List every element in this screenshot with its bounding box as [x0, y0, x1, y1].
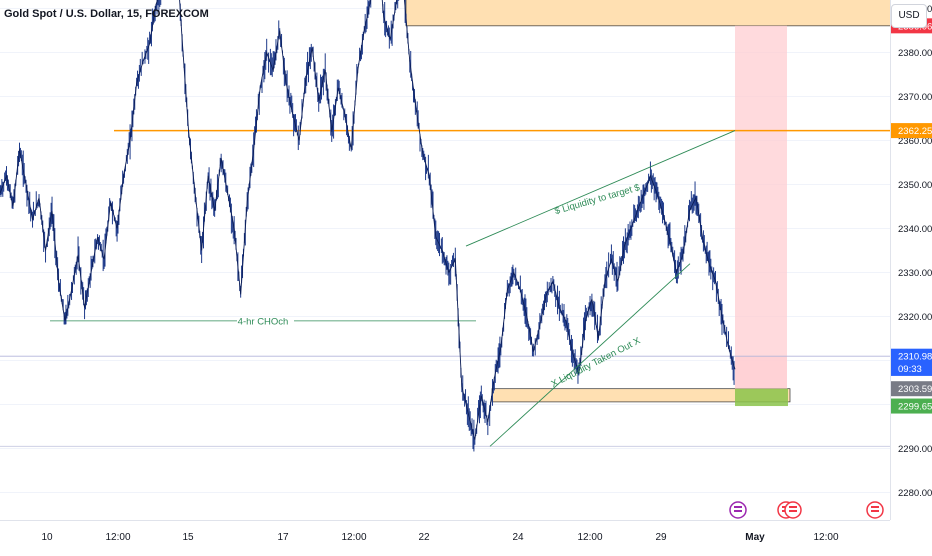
price-label-box: [891, 360, 932, 376]
time-tick-label: May: [745, 532, 765, 543]
price-tick-label: 2360.00: [898, 136, 932, 147]
currency-button[interactable]: USD: [891, 4, 927, 28]
price-tick-label: 2350.00: [898, 180, 932, 191]
price-tick-label: 2330.00: [898, 268, 932, 279]
supply-zone: [405, 0, 893, 27]
price-tick-label: 2340.00: [898, 224, 932, 235]
time-tick-label: 12:00: [341, 532, 366, 543]
price-tick-label: 2380.00: [898, 48, 932, 59]
price-line: [0, 0, 736, 440]
time-tick-label: 12:00: [105, 532, 130, 543]
price-label-box: [891, 123, 932, 139]
annotation-label: $ Liquidity to target $: [553, 182, 641, 217]
liquidity-target-line: [465, 130, 736, 247]
price-tick-label: 2370.00: [898, 92, 932, 103]
liquidity-taken-line: [489, 263, 691, 447]
price-label-text: 2310.98: [898, 352, 932, 363]
price-tick-label: 2290.00: [898, 444, 932, 455]
risk-box: [735, 356, 787, 389]
target-box: [735, 25, 787, 357]
chart-area[interactable]: $ Liquidity to target $ X Liquidity Taken…: [0, 0, 893, 520]
price-axis-svg: 2400.002390.002380.002370.002360.002350.…: [891, 4, 932, 499]
flag-icon-stripe: [871, 510, 879, 512]
price-label-text: 2303.59: [898, 384, 932, 395]
time-axis[interactable]: 10 12:00 15 17 12:00 22 24 12:00 29 May 12:00: [0, 520, 890, 551]
price-label-text: 2362.25: [898, 126, 932, 137]
profit-box: [735, 388, 788, 407]
price-label-text: 2299.65: [898, 402, 932, 413]
price-label-box: [891, 381, 932, 397]
flag-icon-stripe: [789, 510, 797, 512]
time-tick-label: 15: [182, 532, 194, 543]
flag-icon-stripe: [789, 506, 797, 508]
price-tick-label: 2320.00: [898, 312, 932, 323]
event-icon-stripe: [734, 510, 742, 512]
time-axis-svg: 10 12:00 15 17 12:00 22 24 12:00 29 May 12:00: [41, 532, 839, 543]
annotation-label: X Liquidity Taken Out X: [549, 335, 642, 390]
event-icon-stripe: [734, 506, 742, 508]
time-tick-label: 22: [418, 532, 430, 543]
time-tick-label: 29: [655, 532, 667, 543]
time-tick-label: 12:00: [577, 532, 602, 543]
time-tick-label: 12:00: [813, 532, 838, 543]
flag-icon-stripe: [871, 506, 879, 508]
time-tick-label: 24: [512, 532, 524, 543]
time-tick-label: 10: [41, 532, 53, 543]
price-axis[interactable]: 2400.002390.002380.002370.002360.002350.…: [890, 0, 932, 520]
time-tick-label: 17: [277, 532, 289, 543]
price-label-text: 09:33: [898, 364, 922, 375]
annotation-label: 4-hr CHOch: [238, 316, 289, 327]
price-series: [0, 0, 735, 452]
price-label-box: [891, 348, 932, 364]
price-label-box: [891, 398, 932, 414]
price-chart[interactable]: $ Liquidity to target $ X Liquidity Taken…: [0, 0, 893, 520]
price-tick-label: 2280.00: [898, 488, 932, 499]
chart-title: Gold Spot / U.S. Dollar, 15, FOREXCOM: [4, 8, 209, 20]
